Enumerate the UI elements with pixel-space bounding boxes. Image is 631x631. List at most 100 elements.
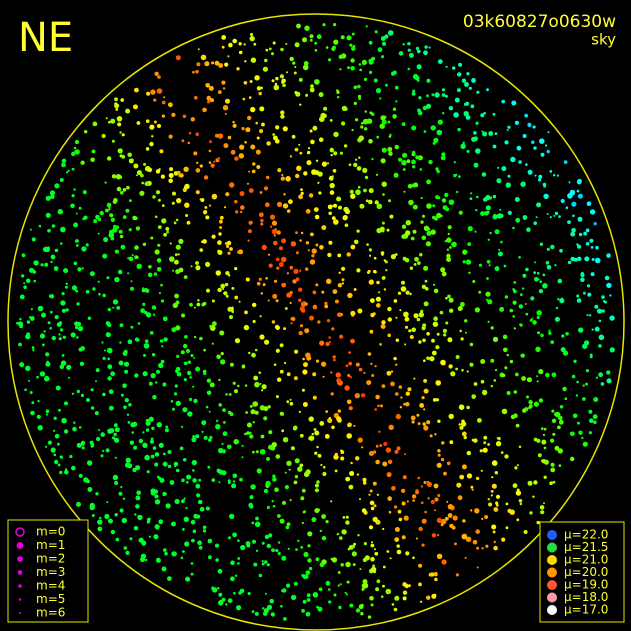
- star: [368, 188, 374, 194]
- star: [537, 453, 542, 458]
- star: [239, 144, 245, 150]
- star: [361, 121, 364, 125]
- star: [143, 343, 150, 349]
- star: [362, 481, 367, 485]
- star: [280, 114, 285, 119]
- star: [19, 362, 25, 368]
- star: [489, 231, 492, 235]
- star: [424, 510, 427, 514]
- star: [59, 470, 63, 475]
- star: [487, 238, 490, 241]
- star: [403, 402, 406, 406]
- star: [423, 130, 427, 133]
- star: [421, 396, 425, 400]
- star: [460, 302, 465, 307]
- star: [86, 398, 90, 402]
- star: [418, 340, 422, 344]
- star: [396, 446, 401, 451]
- star: [426, 179, 431, 185]
- star: [454, 542, 457, 546]
- star: [456, 482, 462, 488]
- star: [444, 516, 449, 521]
- star: [293, 480, 298, 485]
- star: [143, 353, 146, 357]
- star: [138, 537, 144, 543]
- star: [299, 151, 303, 155]
- star: [447, 225, 452, 230]
- star: [417, 108, 421, 113]
- star: [334, 469, 338, 473]
- star: [71, 194, 75, 198]
- star: [462, 260, 466, 264]
- star: [591, 328, 594, 331]
- star: [297, 466, 303, 472]
- star: [130, 280, 133, 283]
- star: [226, 240, 232, 246]
- star: [338, 205, 342, 210]
- star: [374, 365, 377, 368]
- star: [126, 185, 130, 190]
- star: [148, 535, 152, 538]
- star: [419, 403, 424, 408]
- star: [319, 529, 322, 533]
- star: [282, 83, 286, 88]
- star: [504, 140, 509, 145]
- star: [268, 444, 273, 450]
- star: [428, 159, 433, 165]
- star: [129, 440, 135, 445]
- star: [557, 425, 561, 430]
- star: [256, 281, 261, 286]
- star: [292, 61, 296, 65]
- star: [369, 111, 373, 115]
- star: [492, 112, 496, 116]
- star: [350, 244, 356, 250]
- star: [558, 464, 562, 467]
- star: [161, 218, 167, 224]
- star: [217, 157, 221, 160]
- star: [175, 55, 181, 61]
- star: [121, 517, 128, 524]
- star: [485, 544, 489, 548]
- star: [108, 120, 111, 124]
- star: [355, 118, 359, 122]
- star: [274, 487, 279, 493]
- star: [423, 50, 428, 56]
- star: [580, 277, 585, 283]
- star: [499, 213, 504, 218]
- star: [165, 425, 169, 429]
- star: [58, 337, 62, 341]
- star: [379, 123, 385, 129]
- star: [509, 509, 515, 515]
- star: [120, 98, 124, 102]
- star: [441, 88, 445, 92]
- star: [435, 398, 440, 402]
- star: [333, 151, 338, 156]
- star: [163, 96, 166, 99]
- star: [538, 289, 544, 294]
- star: [125, 550, 130, 556]
- star: [515, 490, 522, 496]
- star: [585, 242, 590, 246]
- star: [435, 195, 440, 200]
- star: [295, 251, 299, 255]
- star: [275, 325, 281, 331]
- star: [65, 282, 68, 285]
- star: [447, 232, 450, 236]
- star: [458, 210, 463, 215]
- star: [136, 490, 141, 496]
- star: [399, 406, 403, 409]
- star: [239, 191, 245, 197]
- star: [94, 411, 99, 416]
- star: [107, 364, 113, 370]
- star: [85, 243, 89, 247]
- star: [249, 35, 255, 42]
- star: [337, 312, 342, 318]
- star: [198, 478, 202, 482]
- star: [295, 548, 298, 551]
- star: [306, 150, 311, 155]
- star: [135, 226, 141, 231]
- star: [232, 381, 236, 385]
- star: [45, 409, 50, 414]
- star: [273, 363, 277, 367]
- star: [283, 617, 287, 621]
